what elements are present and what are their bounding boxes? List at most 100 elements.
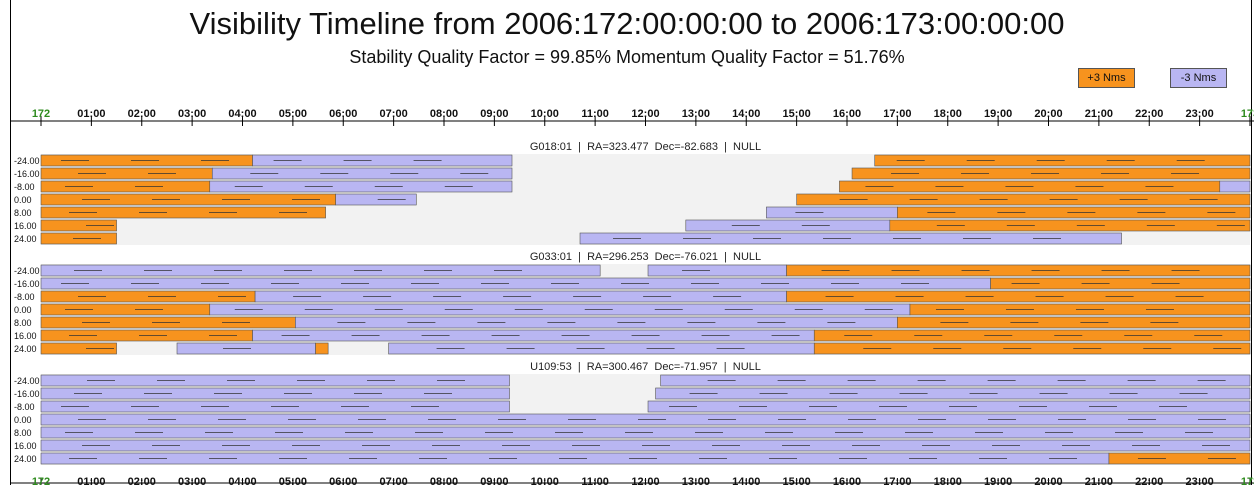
row-label: 8.00 (14, 208, 32, 218)
row-label: -16.00 (14, 389, 40, 399)
row-label: -24.00 (14, 156, 40, 166)
bottom-tick-label: 16:00 (833, 476, 861, 485)
bottom-tick-label: 06:00 (329, 476, 357, 485)
top-tick-label: 12:00 (631, 108, 659, 120)
bar-minus-3-nms (647, 264, 787, 277)
row-label: -16.00 (14, 279, 40, 289)
top-tick-label: 173 (1241, 108, 1254, 120)
bar-plus-3-nms (990, 277, 1251, 290)
bar-minus-3-nms (40, 387, 510, 400)
top-tick-label: 07:00 (380, 108, 408, 120)
bar-minus-3-nms (655, 387, 1251, 400)
bar-minus-3-nms (685, 219, 891, 232)
row-label: 16.00 (14, 331, 37, 341)
top-tick-label: 02:00 (128, 108, 156, 120)
row-label: 0.00 (14, 415, 32, 425)
bar-minus-3-nms (40, 264, 601, 277)
chart-subtitle: Stability Quality Factor = 99.85% Moment… (349, 47, 905, 67)
bottom-tick-label: 05:00 (279, 476, 307, 485)
bar-plus-3-nms (40, 206, 326, 219)
top-tick-label: 11:00 (581, 108, 609, 120)
row-label: 24.00 (14, 344, 37, 354)
top-tick-label: 20:00 (1034, 108, 1062, 120)
top-tick-label: 17:00 (883, 108, 911, 120)
bottom-tick-label: 172 (32, 476, 50, 485)
row-label: -24.00 (14, 376, 40, 386)
bottom-tick-label: 11:00 (581, 476, 609, 485)
bar-plus-3-nms (40, 167, 213, 180)
bar-minus-3-nms (766, 206, 898, 219)
top-tick-label: 172 (32, 108, 50, 120)
bottom-tick-label: 14:00 (732, 476, 760, 485)
bar-plus-3-nms (813, 342, 1251, 355)
bottom-tick-label: 173 (1241, 476, 1254, 485)
top-tick-label: 08:00 (430, 108, 458, 120)
chart-frame (10, 0, 1252, 485)
bottom-tick-label: 17:00 (883, 476, 911, 485)
bar-plus-3-nms (40, 219, 117, 232)
bar-plus-3-nms (786, 290, 1251, 303)
top-tick-label: 13:00 (682, 108, 710, 120)
top-tick-label: 09:00 (480, 108, 508, 120)
bottom-tick-label: 23:00 (1186, 476, 1214, 485)
row-label: -8.00 (14, 402, 35, 412)
target-label: G018:01 | RA=323.477 Dec=-82.683 | NULL (530, 141, 761, 153)
row-label: 24.00 (14, 454, 37, 464)
top-tick-label: 21:00 (1085, 108, 1113, 120)
bar-minus-3-nms (647, 400, 1251, 413)
row-label: -24.00 (14, 266, 40, 276)
bar-minus-3-nms (211, 167, 513, 180)
top-tick-label: 22:00 (1135, 108, 1163, 120)
bottom-tick-label: 18:00 (934, 476, 962, 485)
bar-plus-3-nms (813, 329, 1251, 342)
bar-plus-3-nms (889, 219, 1251, 232)
top-tick-label: 06:00 (329, 108, 357, 120)
bar-plus-3-nms (897, 316, 1251, 329)
row-label: 16.00 (14, 441, 37, 451)
bar-minus-3-nms (335, 193, 417, 206)
bottom-tick-label: 12:00 (631, 476, 659, 485)
top-tick-label: 23:00 (1186, 108, 1214, 120)
bar-minus-3-nms (252, 154, 513, 167)
bar-minus-3-nms (252, 329, 815, 342)
bottom-tick-label: 15:00 (783, 476, 811, 485)
bottom-tick-label: 04:00 (228, 476, 256, 485)
row-label: 24.00 (14, 234, 37, 244)
bottom-tick-label: 02:00 (128, 476, 156, 485)
bar-plus-3-nms (40, 342, 117, 355)
top-tick-label: 04:00 (228, 108, 256, 120)
target-label: U109:53 | RA=300.467 Dec=-71.957 | NULL (530, 361, 761, 373)
top-tick-label: 05:00 (279, 108, 307, 120)
bar-plus-3-nms (786, 264, 1251, 277)
bottom-tick-label: 21:00 (1085, 476, 1113, 485)
bottom-tick-label: 01:00 (77, 476, 105, 485)
bar-plus-3-nms (315, 342, 329, 355)
row-label: -8.00 (14, 182, 35, 192)
top-tick-label: 19:00 (984, 108, 1012, 120)
row-label: -8.00 (14, 292, 35, 302)
row-label: 0.00 (14, 195, 32, 205)
bottom-tick-label: 09:00 (480, 476, 508, 485)
bar-minus-3-nms (1219, 180, 1251, 193)
bar-minus-3-nms (660, 374, 1251, 387)
bottom-tick-label: 07:00 (380, 476, 408, 485)
top-tick-label: 16:00 (833, 108, 861, 120)
top-tick-label: 01:00 (77, 108, 105, 120)
chart-title: Visibility Timeline from 2006:172:00:00:… (189, 6, 1065, 41)
bar-minus-3-nms (295, 316, 898, 329)
bottom-tick-label: 13:00 (682, 476, 710, 485)
top-tick-label: 10:00 (531, 108, 559, 120)
top-tick-label: 15:00 (783, 108, 811, 120)
bottom-tick-label: 10:00 (531, 476, 559, 485)
bar-plus-3-nms (796, 193, 1251, 206)
row-label: 0.00 (14, 305, 32, 315)
bar-plus-3-nms (1108, 452, 1251, 465)
target-label: G033:01 | RA=296.253 Dec=-76.021 | NULL (530, 251, 761, 263)
row-label: 8.00 (14, 318, 32, 328)
top-tick-label: 03:00 (178, 108, 206, 120)
row-label: 8.00 (14, 428, 32, 438)
bar-minus-3-nms (40, 374, 510, 387)
bar-minus-3-nms (209, 180, 513, 193)
bottom-tick-label: 19:00 (984, 476, 1012, 485)
